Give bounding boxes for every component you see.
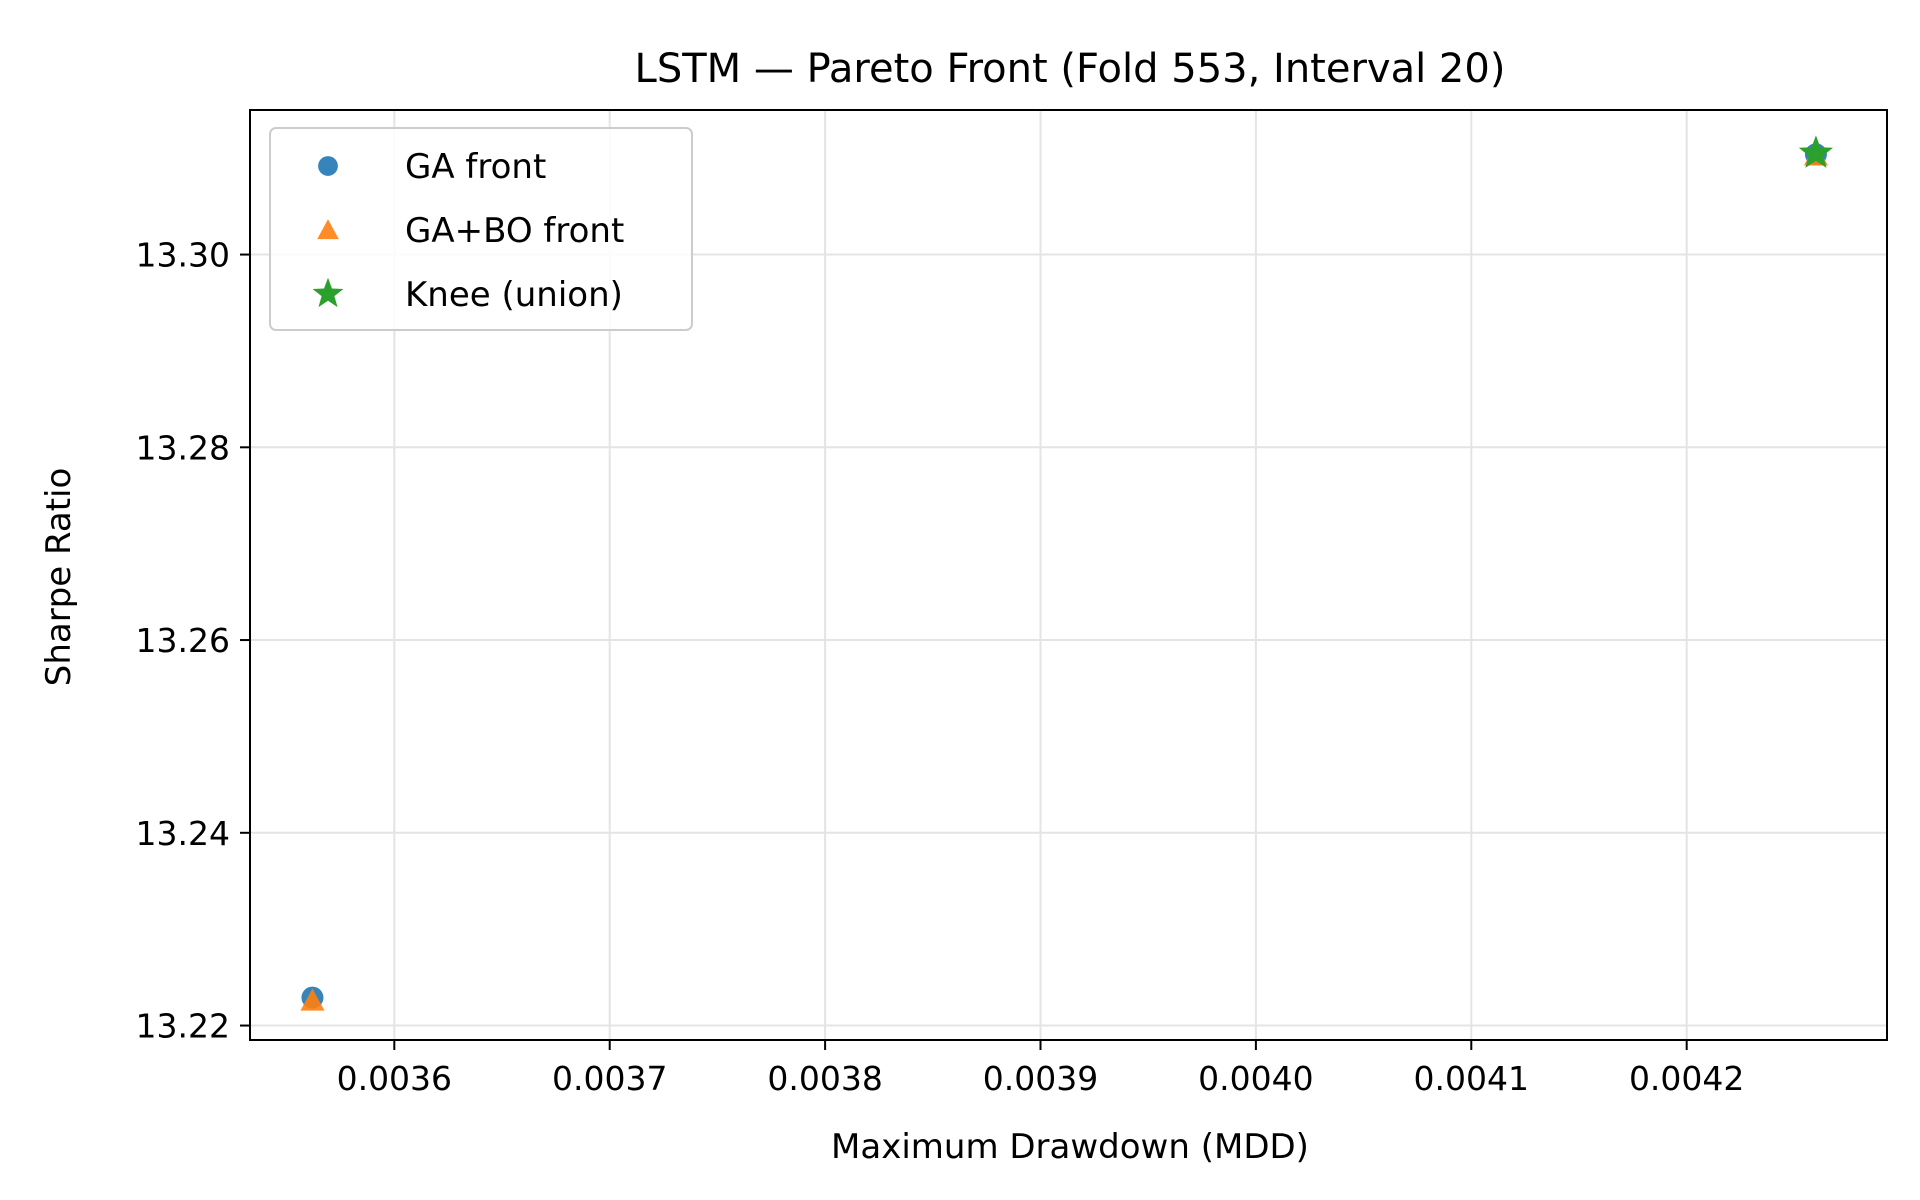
plot-area-frame [249, 109, 1888, 1041]
legend-box [269, 127, 693, 331]
y-tick-label: 13.30 [136, 236, 230, 275]
legend-entry: GA+BO front [405, 211, 624, 251]
data-points [300, 135, 1834, 1011]
axis-ticks: 0.0036 0.0037 0.0038 0.0039 0.0040 0.0041 0.00… [136, 236, 1745, 1098]
x-tick-label: 0.0041 [1414, 1059, 1529, 1098]
x-tick-label: 0.0040 [1198, 1059, 1313, 1098]
x-tick-label: 0.0042 [1629, 1059, 1744, 1098]
x-tick-label: 0.0038 [767, 1059, 882, 1098]
y-tick-label: 13.26 [136, 621, 230, 660]
legend-marker [318, 156, 338, 176]
x-axis-label: Maximum Drawdown (MDD) [831, 1127, 1309, 1167]
x-tick-label: 0.0039 [983, 1059, 1098, 1098]
y-tick-label: 13.24 [136, 814, 230, 853]
y-tick-label: 13.22 [136, 1007, 230, 1046]
ga-bo-front-point [300, 988, 325, 1011]
x-tick-label: 0.0036 [337, 1059, 452, 1098]
legend-marker [317, 219, 339, 240]
grid-lines [250, 110, 1887, 1040]
legend-marker [312, 277, 344, 308]
legend-entry: GA front [405, 147, 546, 187]
chart-title: LSTM — Pareto Front (Fold 553, Interval … [635, 46, 1506, 92]
legend-entry: Knee (union) [405, 275, 623, 315]
y-axis-label: Sharpe Ratio [39, 468, 79, 687]
legend: GA front GA+BO front Knee (union) [269, 127, 693, 331]
y-tick-label: 13.28 [136, 428, 230, 467]
x-tick-label: 0.0037 [552, 1059, 667, 1098]
knee-union-point [1798, 135, 1834, 168]
